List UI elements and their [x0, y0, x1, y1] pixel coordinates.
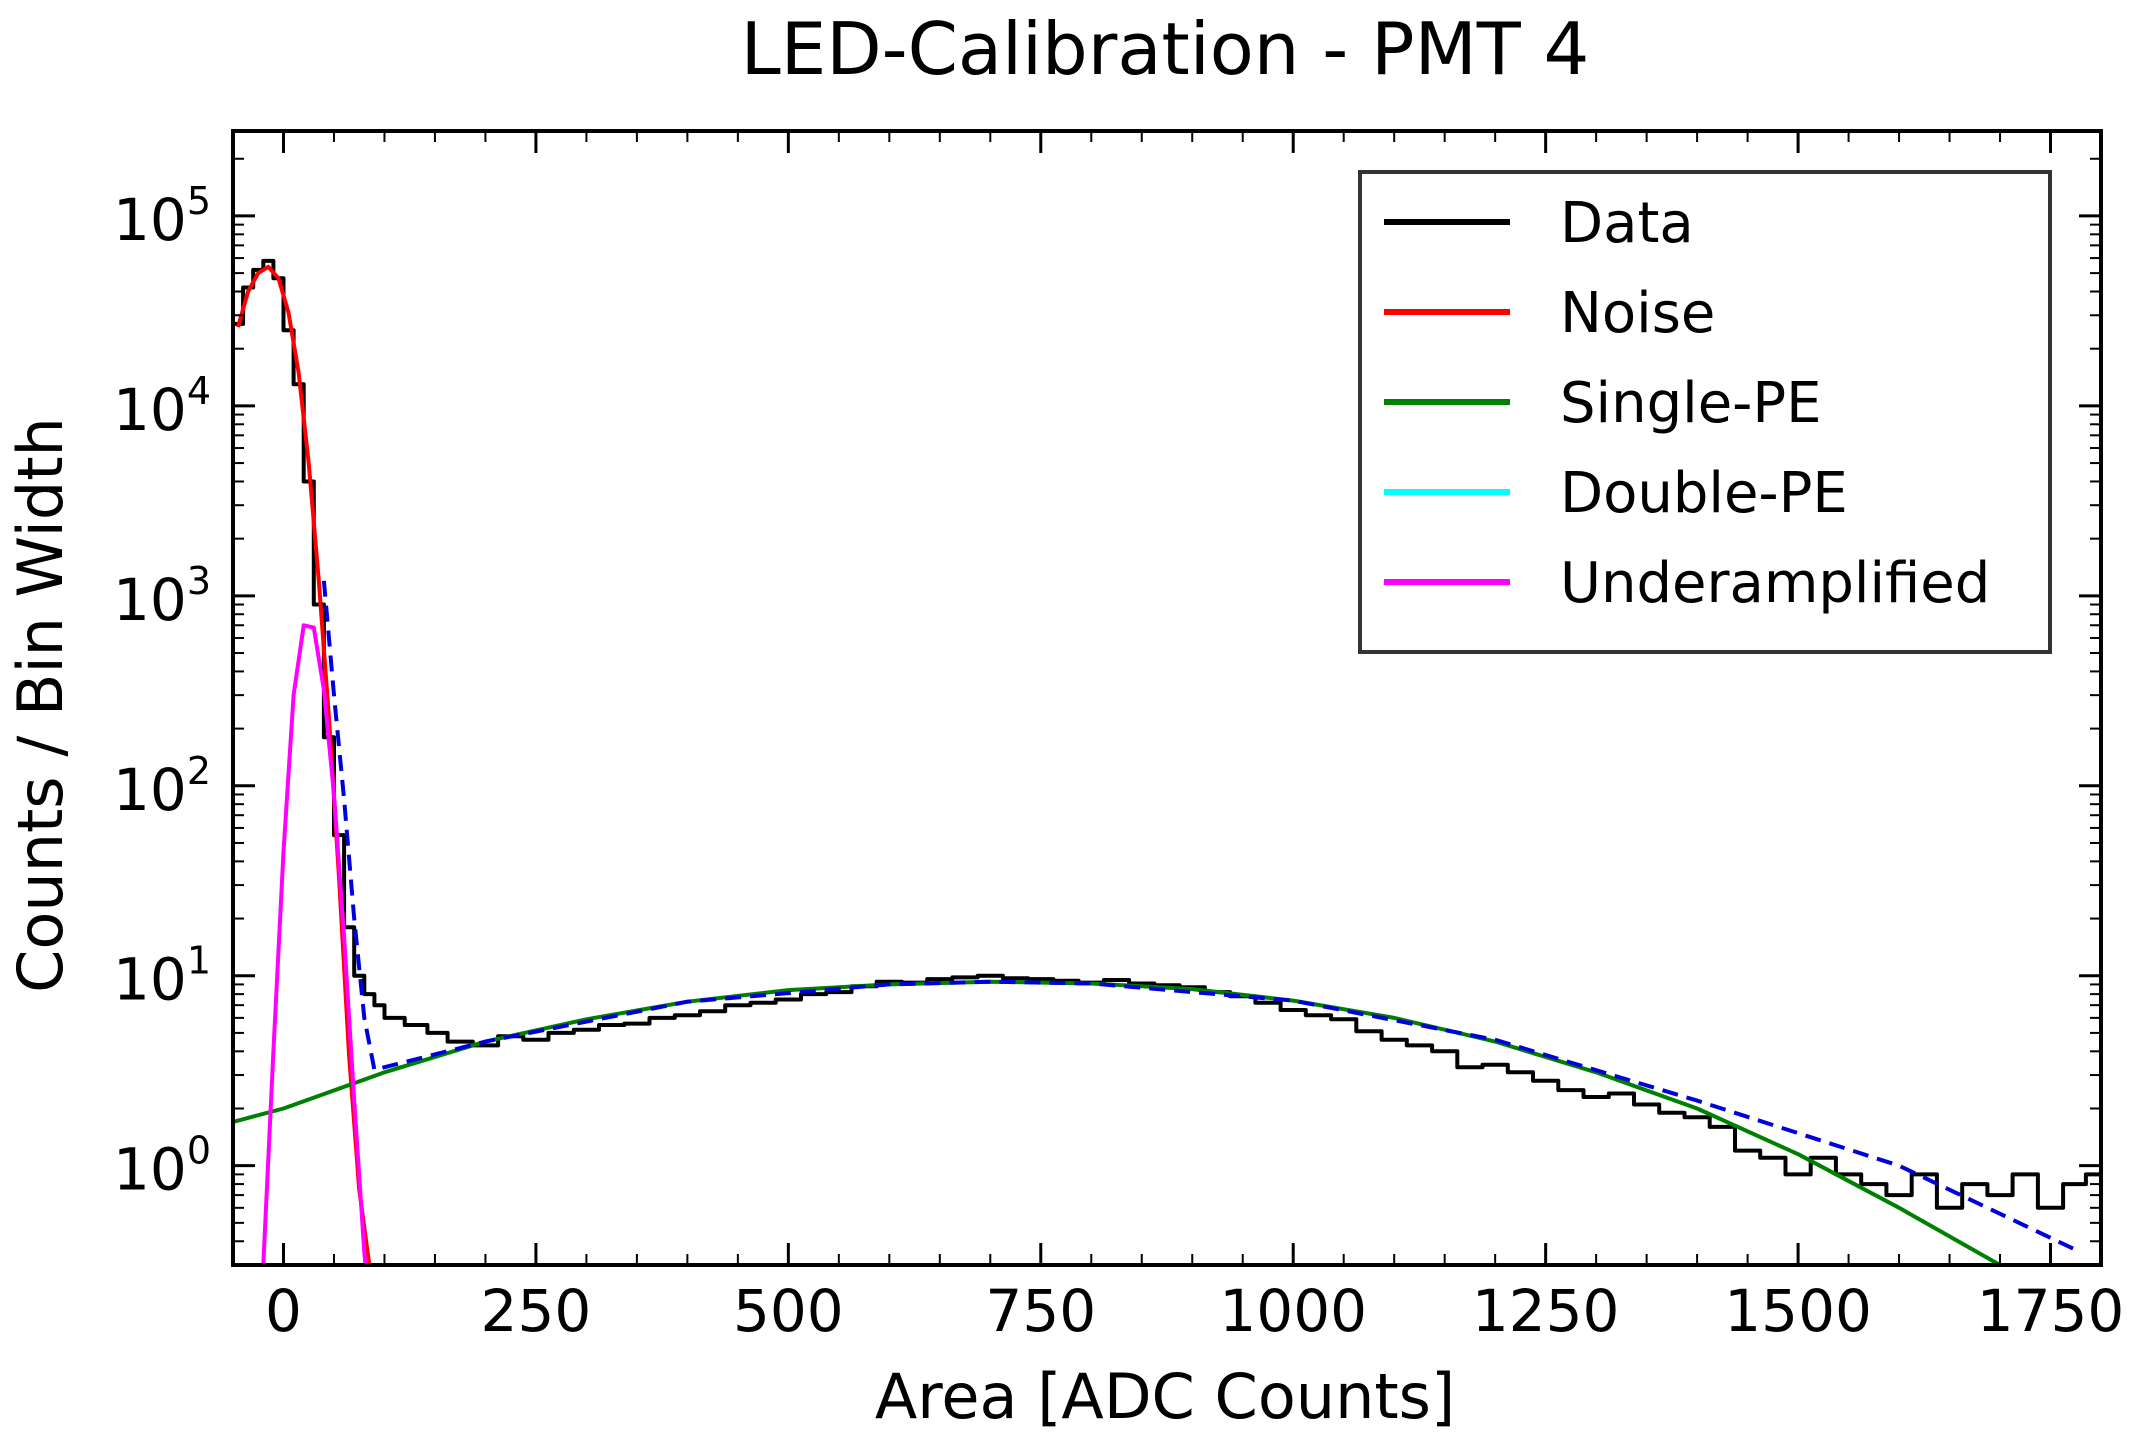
- x-tick-label: 500: [733, 1277, 844, 1345]
- y-tick-label: 105: [113, 179, 211, 254]
- legend: Data Noise Single-PE Double-PE Underamplifie…: [1358, 170, 2052, 654]
- x-tick-label: 1250: [1472, 1277, 1620, 1345]
- x-tick-label: 0: [265, 1277, 302, 1345]
- legend-label: Noise: [1560, 281, 1715, 346]
- chart-title: LED-Calibration - PMT 4: [741, 7, 1590, 91]
- x-tick-label: 1750: [1977, 1277, 2125, 1345]
- x-tick-label: 1500: [1724, 1277, 1872, 1345]
- y-tick-label: 101: [113, 939, 211, 1014]
- x-axis-label: Area [ADC Counts]: [875, 1360, 1455, 1433]
- y-tick-label: 100: [113, 1129, 211, 1204]
- legend-box: [1358, 170, 2052, 654]
- x-tick-label: 250: [481, 1277, 592, 1345]
- legend-label: Single-PE: [1560, 371, 1822, 436]
- x-tick-label: 750: [985, 1277, 1096, 1345]
- x-tick-label: 1000: [1219, 1277, 1367, 1345]
- ticks: 0 250 500 750 1000 1250 1500 1750 100 101 102 103 10…: [113, 131, 2124, 1345]
- series-line-underamplified: [261, 623, 368, 1265]
- legend-label: Double-PE: [1560, 461, 1848, 526]
- y-tick-label: 102: [113, 749, 211, 824]
- series-line-data: [233, 258, 2101, 1210]
- legend-label: Data: [1560, 191, 1694, 256]
- legend-label: Underamplified: [1560, 551, 1990, 616]
- series-line-total-fit: [321, 580, 2082, 1255]
- plot-frame: [231, 129, 2103, 1267]
- y-tick-label: 103: [113, 559, 211, 634]
- series-line-single-pe: [233, 979, 2004, 1265]
- y-tick-label: 104: [113, 369, 211, 444]
- y-axis-label: Counts / Bin Width: [4, 417, 77, 993]
- series-line-noise: [236, 264, 372, 1265]
